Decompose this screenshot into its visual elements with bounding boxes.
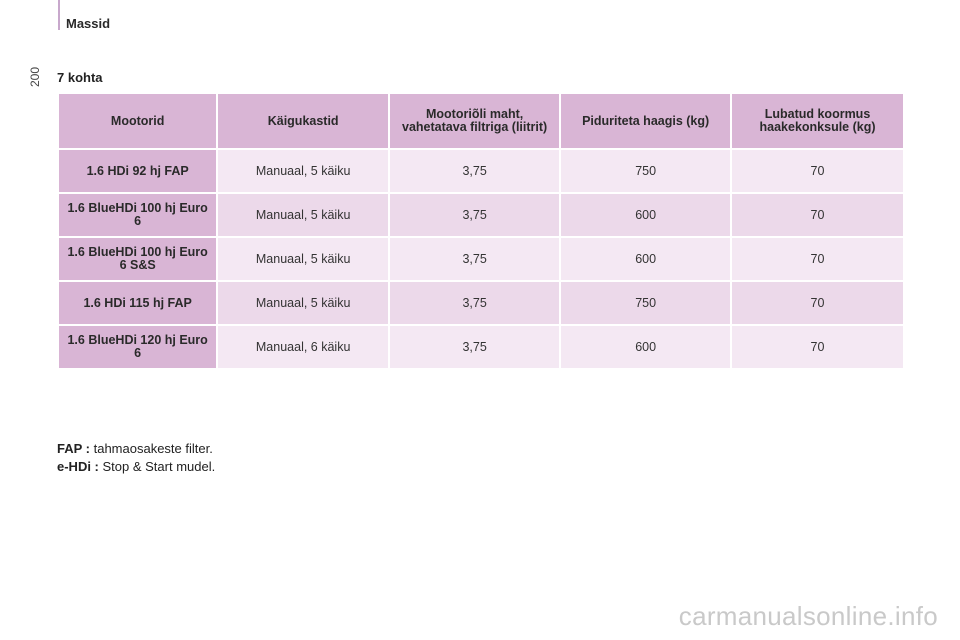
- footnote-fap: FAP : tahmaosakeste filter.: [57, 440, 215, 458]
- towbar-cell: 70: [732, 238, 903, 280]
- column-header-trailer: Piduriteta haagis (kg): [561, 94, 731, 148]
- oil-cell: 3,75: [389, 282, 560, 324]
- section-accent-bar: [58, 0, 60, 30]
- column-header-oil: Mootoriõli maht, vahetatava filtriga (li…: [389, 94, 560, 148]
- gearbox-cell: Manuaal, 6 käiku: [218, 326, 388, 368]
- trailer-cell: 750: [561, 150, 731, 192]
- trailer-cell: 600: [561, 326, 731, 368]
- table-header-row: Mootorid Käigukastid Mootoriõli maht, va…: [59, 94, 903, 148]
- footnote-ehdi: e-HDi : Stop & Start mudel.: [57, 458, 215, 476]
- towbar-cell: 70: [732, 326, 903, 368]
- column-header-towbar: Lubatud koormus haakekonksule (kg): [732, 94, 903, 148]
- table-row: 1.6 HDi 115 hj FAP Manuaal, 5 käiku 3,75…: [59, 282, 903, 324]
- gearbox-cell: Manuaal, 5 käiku: [218, 194, 388, 236]
- table-row: 1.6 BlueHDi 100 hj Euro 6 Manuaal, 5 käi…: [59, 194, 903, 236]
- gearbox-cell: Manuaal, 5 käiku: [218, 238, 388, 280]
- trailer-cell: 750: [561, 282, 731, 324]
- oil-cell: 3,75: [389, 150, 560, 192]
- oil-cell: 3,75: [389, 238, 560, 280]
- towbar-cell: 70: [732, 282, 903, 324]
- footnote-text: tahmaosakeste filter.: [90, 441, 213, 456]
- mass-table: Mootorid Käigukastid Mootoriõli maht, va…: [57, 92, 905, 370]
- engine-cell: 1.6 HDi 92 hj FAP: [59, 150, 217, 192]
- oil-cell: 3,75: [389, 326, 560, 368]
- engine-cell: 1.6 BlueHDi 100 hj Euro 6: [59, 194, 217, 236]
- subheading: 7 kohta: [57, 70, 103, 85]
- footnotes: FAP : tahmaosakeste filter. e-HDi : Stop…: [57, 440, 215, 476]
- trailer-cell: 600: [561, 194, 731, 236]
- towbar-cell: 70: [732, 150, 903, 192]
- section-title: Massid: [66, 16, 111, 31]
- watermark: carmanualsonline.info: [678, 601, 938, 631]
- engine-cell: 1.6 BlueHDi 120 hj Euro 6: [59, 326, 217, 368]
- column-header-gearbox: Käigukastid: [218, 94, 388, 148]
- gearbox-cell: Manuaal, 5 käiku: [218, 282, 388, 324]
- engine-cell: 1.6 HDi 115 hj FAP: [59, 282, 217, 324]
- oil-cell: 3,75: [389, 194, 560, 236]
- towbar-cell: 70: [732, 194, 903, 236]
- table-row: 1.6 BlueHDi 120 hj Euro 6 Manuaal, 6 käi…: [59, 326, 903, 368]
- footnote-term: FAP :: [57, 441, 90, 456]
- engine-cell: 1.6 BlueHDi 100 hj Euro 6 S&S: [59, 238, 217, 280]
- footnote-term: e-HDi :: [57, 459, 99, 474]
- page-number: 200: [28, 66, 42, 88]
- gearbox-cell: Manuaal, 5 käiku: [218, 150, 388, 192]
- trailer-cell: 600: [561, 238, 731, 280]
- table-row: 1.6 BlueHDi 100 hj Euro 6 S&S Manuaal, 5…: [59, 238, 903, 280]
- footnote-text: Stop & Start mudel.: [98, 459, 216, 474]
- column-header-engine: Mootorid: [59, 94, 217, 148]
- table-row: 1.6 HDi 92 hj FAP Manuaal, 5 käiku 3,75 …: [59, 150, 903, 192]
